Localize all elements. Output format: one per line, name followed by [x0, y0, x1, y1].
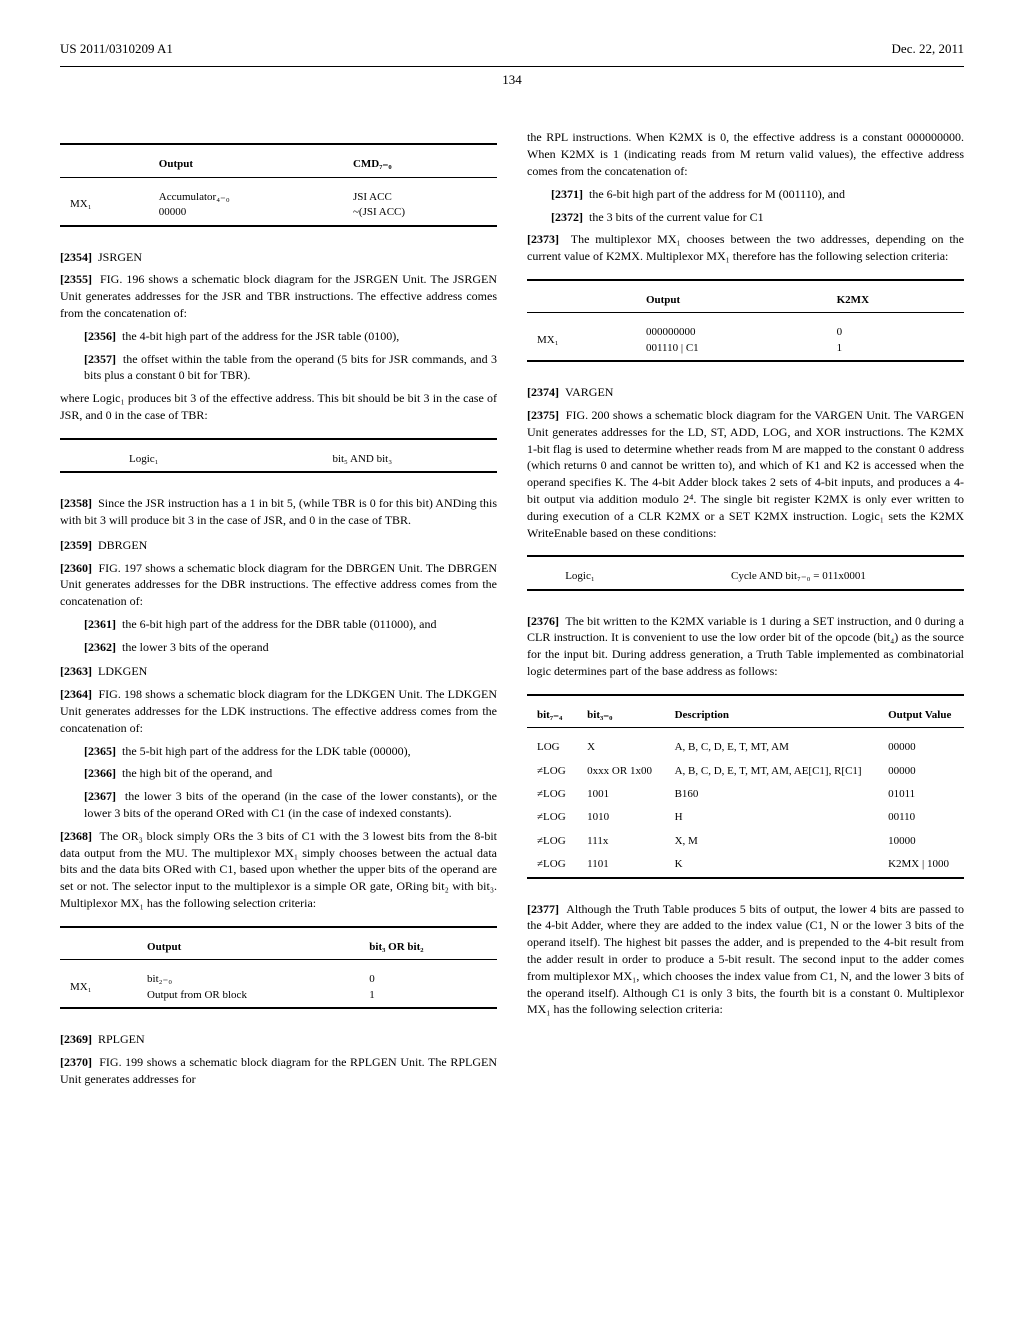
table-logic1-cycle: Logic₁Cycle AND bit₇₋₀ = 011x0001: [527, 555, 964, 598]
para-num: [2369]: [60, 1032, 92, 1046]
para-num: [2365]: [84, 744, 116, 758]
para-num: [2368]: [60, 829, 92, 843]
section-title: RPLGEN: [98, 1032, 145, 1046]
truth-table: bit₇₋₄bit₃₋₀DescriptionOutput Value LOGX…: [527, 694, 964, 887]
body-text: Since the JSR instruction has a 1 in bit…: [60, 496, 497, 527]
body-text: the RPL instructions. When K2MX is 0, th…: [527, 129, 964, 179]
para-num: [2364]: [60, 687, 92, 701]
table-logic1-jsr: Logic₁bit₅ AND bit₃: [60, 438, 497, 481]
para-num: [2370]: [60, 1055, 92, 1069]
table-mx1-jsi: OutputCMD₇₋₀ MX₁Accumulator₄₋₀ 00000JSI …: [60, 143, 497, 234]
header-rule: [60, 66, 964, 67]
para-num: [2356]: [84, 329, 116, 343]
para-num: [2372]: [551, 210, 583, 224]
body-text: the 3 bits of the current value for C1: [589, 210, 764, 224]
para-num: [2375]: [527, 408, 559, 422]
left-column: OutputCMD₇₋₀ MX₁Accumulator₄₋₀ 00000JSI …: [60, 129, 497, 1093]
table-mx1-bits: Outputbit₃ OR bit₂ MX₁bit₂₋₀ Output from…: [60, 926, 497, 1017]
body-text: FIG. 198 shows a schematic block diagram…: [60, 687, 497, 735]
section-title: JSRGEN: [98, 250, 142, 264]
para-num: [2371]: [551, 187, 583, 201]
publication-date: Dec. 22, 2011: [892, 40, 964, 58]
para-num: [2360]: [60, 561, 92, 575]
page-number: 134: [60, 71, 964, 89]
body-text: the 4-bit high part of the address for t…: [122, 329, 399, 343]
para-num: [2359]: [60, 538, 92, 552]
body-text: FIG. 200 shows a schematic block diagram…: [527, 408, 964, 540]
para-num: [2362]: [84, 640, 116, 654]
section-title: LDKGEN: [98, 664, 147, 678]
para-num: [2366]: [84, 766, 116, 780]
para-num: [2373]: [527, 232, 559, 246]
body-text: The bit written to the K2MX variable is …: [527, 614, 964, 678]
body-text: the 5-bit high part of the address for t…: [122, 744, 411, 758]
para-num: [2361]: [84, 617, 116, 631]
para-num: [2355]: [60, 272, 92, 286]
para-num: [2358]: [60, 496, 92, 510]
para-num: [2357]: [84, 352, 116, 366]
para-num: [2377]: [527, 902, 559, 916]
right-column: the RPL instructions. When K2MX is 0, th…: [527, 129, 964, 1093]
body-text: Although the Truth Table produces 5 bits…: [527, 902, 964, 1017]
section-title: DBRGEN: [98, 538, 147, 552]
body-text: the 6-bit high part of the address for M…: [589, 187, 845, 201]
body-text: FIG. 197 shows a schematic block diagram…: [60, 561, 497, 609]
body-text: The multiplexor MX₁ chooses between the …: [527, 232, 964, 263]
body-text: the high bit of the operand, and: [122, 766, 272, 780]
body-text: FIG. 199 shows a schematic block diagram…: [60, 1055, 497, 1086]
body-text: The OR₃ block simply ORs the 3 bits of C…: [60, 829, 497, 910]
para-num: [2354]: [60, 250, 92, 264]
body-text: where Logic₁ produces bit 3 of the effec…: [60, 390, 497, 424]
para-num: [2376]: [527, 614, 559, 628]
body-text: the offset within the table from the ope…: [84, 352, 497, 383]
body-text: the lower 3 bits of the operand: [122, 640, 269, 654]
body-text: the lower 3 bits of the operand (in the …: [84, 789, 497, 820]
para-num: [2363]: [60, 664, 92, 678]
table-mx1-k2mx: OutputK2MX MX₁000000000 001110 | C10 1: [527, 279, 964, 370]
section-title: VARGEN: [565, 385, 613, 399]
para-num: [2367]: [84, 789, 116, 803]
body-text: the 6-bit high part of the address for t…: [122, 617, 436, 631]
para-num: [2374]: [527, 385, 559, 399]
body-text: FIG. 196 shows a schematic block diagram…: [60, 272, 497, 320]
publication-number: US 2011/0310209 A1: [60, 40, 173, 58]
